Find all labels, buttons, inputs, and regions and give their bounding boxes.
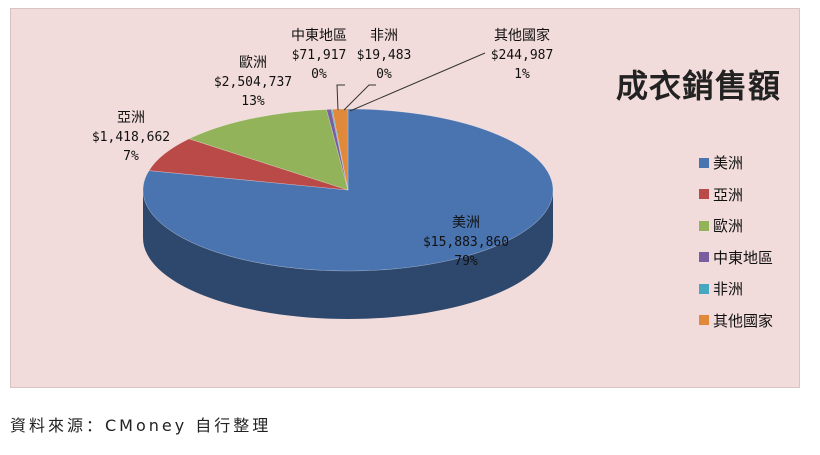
legend-item-europe: 歐洲 (699, 210, 773, 242)
chart-title: 成衣銷售額 (616, 67, 782, 105)
legend-label: 亞洲 (713, 185, 744, 204)
pie-slice (331, 108, 349, 191)
legend-swatch (699, 157, 709, 168)
data-labels: 美洲 $15,883,860 79% 亞洲 $1,418,662 7% 歐洲 $2,504,7… (92, 27, 553, 269)
legend-swatch (699, 220, 709, 231)
middle-east-label-line: $71,917 (292, 48, 347, 63)
pie-chart: 美洲 $15,883,860 79% 亞洲 $1,418,662 7% 歐洲 $2,504,7… (92, 27, 554, 319)
europe-label-line: $2,504,737 (214, 75, 292, 90)
others-leader-line (349, 52, 486, 112)
middle-east-label-line: 0% (311, 67, 327, 82)
pie-slice (326, 108, 349, 191)
others-label-line: 其他國家 (494, 27, 550, 44)
legend-label: 其他國家 (713, 311, 774, 330)
europe-label-line: 13% (241, 94, 265, 109)
asia-label-line: 7% (123, 149, 139, 164)
legend-label: 美洲 (713, 154, 744, 173)
others-label-line: $244,987 (491, 48, 554, 63)
pie-slice (330, 108, 349, 191)
legend-item-africa: 非洲 (699, 273, 773, 305)
legend-swatch (699, 315, 709, 326)
others-label-line: 1% (514, 67, 530, 82)
pie-slice (188, 109, 349, 191)
pie-tops (142, 108, 554, 272)
americas-label-line: 79% (454, 254, 478, 269)
legend-item-asia: 亞洲 (699, 179, 773, 211)
americas-label-line: 美洲 (452, 215, 480, 231)
chart-panel: 美洲 $15,883,860 79% 亞洲 $1,418,662 7% 歐洲 $2,504,7… (10, 8, 800, 388)
pie-slice (142, 108, 554, 272)
asia-label-line: 亞洲 (117, 110, 145, 126)
legend: 美洲 亞洲 歐洲 中東地區 非洲 其他國家 (699, 147, 773, 336)
legend-label: 歐洲 (713, 217, 744, 236)
source-note: 資料來源：CMoney 自行整理 (10, 416, 272, 435)
africa-label-line: 0% (376, 67, 392, 82)
legend-item-middle-east: 中東地區 (699, 242, 773, 274)
americas-label-line: $15,883,860 (423, 235, 509, 250)
legend-label: 非洲 (713, 280, 744, 299)
africa-label-line: 非洲 (370, 28, 398, 44)
asia-label-line: $1,418,662 (92, 130, 170, 145)
legend-item-americas: 美洲 (699, 147, 773, 179)
europe-label-line: 歐洲 (239, 55, 267, 71)
pie-sides (143, 190, 553, 319)
middle-east-leader-line (336, 84, 345, 111)
legend-item-others: 其他國家 (699, 305, 773, 337)
africa-leader-line (343, 84, 376, 111)
legend-swatch (699, 252, 709, 263)
legend-label: 中東地區 (713, 248, 774, 267)
legend-swatch (699, 189, 709, 200)
pie-slice-side (143, 190, 553, 319)
legend-swatch (699, 283, 709, 294)
pie-slice (148, 138, 349, 191)
middle-east-label-line: 中東地區 (291, 28, 347, 44)
africa-label-line: $19,483 (357, 48, 412, 63)
